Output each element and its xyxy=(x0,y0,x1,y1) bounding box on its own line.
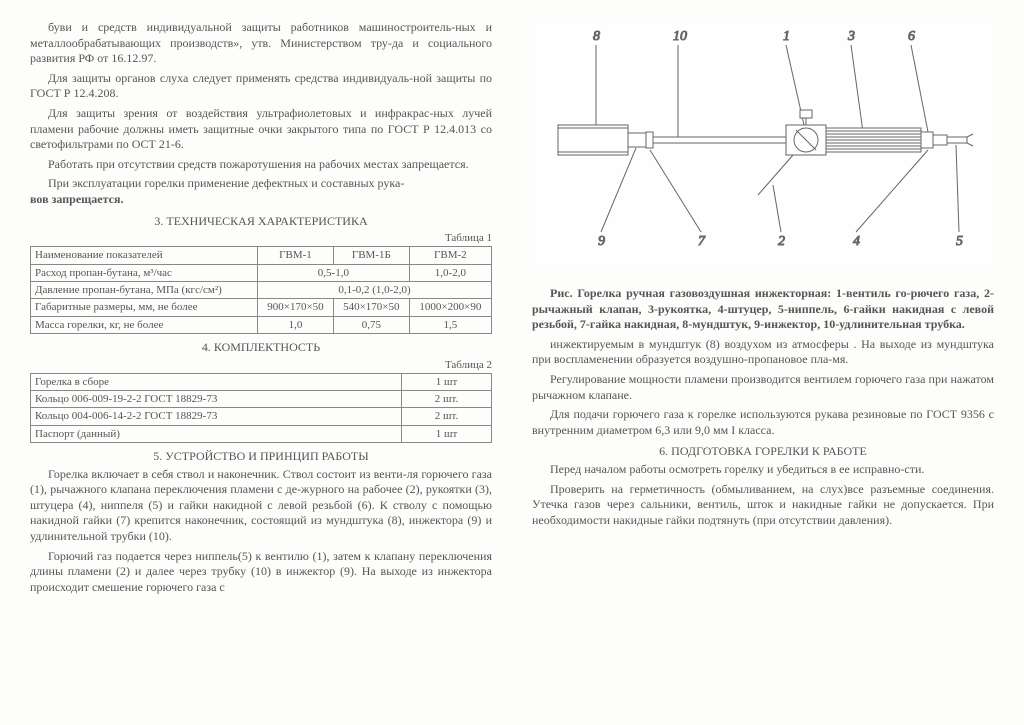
para-3: Для защиты зрения от воздействия ультраф… xyxy=(30,106,492,153)
para-6: Горелка включает в себя ствол и наконечн… xyxy=(30,467,492,545)
para-5a: При эксплуатации горелки применение дефе… xyxy=(30,176,492,192)
diagram-label-8: 8 xyxy=(593,29,600,44)
table-row: Расход пропан-бутана, м³/час 0,5-1,0 1,0… xyxy=(31,264,492,281)
heading-device: 5. УСТРОЙСТВО И ПРИНЦИП РАБОТЫ xyxy=(30,449,492,465)
diagram-label-4: 4 xyxy=(853,234,860,249)
torch-diagram: 8 10 1 3 6 xyxy=(532,20,994,270)
para-7: Горючий газ подается через ниппель(5) к … xyxy=(30,549,492,596)
heading-prep: 6. ПОДГОТОВКА ГОРЕЛКИ К РАБОТЕ xyxy=(532,444,994,460)
diagram-label-1: 1 xyxy=(783,29,790,44)
heading-kit: 4. КОМПЛЕКТНОСТЬ xyxy=(30,340,492,356)
diagram-label-2: 2 xyxy=(778,234,785,249)
para-r3: Для подачи горючего газа к горелке испол… xyxy=(532,407,994,438)
para-r4: Перед началом работы осмотреть горелку и… xyxy=(532,462,994,478)
para-5b: вов запрещается. xyxy=(30,192,492,208)
para-r2: Регулирование мощности пламени производи… xyxy=(532,372,994,403)
table-row: Масса горелки, кг, не более 1,0 0,75 1,5 xyxy=(31,316,492,333)
diagram-label-6: 6 xyxy=(908,29,915,44)
right-column: 8 10 1 3 6 xyxy=(532,20,994,705)
table-row: Паспорт (данный)1 шт xyxy=(31,425,492,442)
figure-caption: Рис. Горелка ручная газовоздушная инжект… xyxy=(532,286,994,333)
para-4: Работать при отсутствии средств пожароту… xyxy=(30,157,492,173)
para-r1: инжектируемым в мундштук (8) воздухом из… xyxy=(532,337,994,368)
diagram-label-5: 5 xyxy=(956,234,963,249)
left-column: буви и средств индивидуальной защиты раб… xyxy=(30,20,492,705)
para-1: буви и средств индивидуальной защиты раб… xyxy=(30,20,492,67)
diagram-label-7: 7 xyxy=(698,234,706,249)
para-r5: Проверить на герметичность (обмыливанием… xyxy=(532,482,994,529)
table-kit: Горелка в сборе1 шт Кольцо 006-009-19-2-… xyxy=(30,373,492,443)
diagram-label-9: 9 xyxy=(598,234,605,249)
diagram-label-10: 10 xyxy=(673,29,687,44)
table-row: Давление пропан-бутана, МПа (кгс/см²) 0,… xyxy=(31,282,492,299)
table-row: Наименование показателей ГВМ-1 ГВМ-1Б ГВ… xyxy=(31,247,492,264)
table2-label: Таблица 2 xyxy=(30,358,492,372)
table-row: Кольцо 004-006-14-2-2 ГОСТ 18829-732 шт. xyxy=(31,408,492,425)
table-row: Кольцо 006-009-19-2-2 ГОСТ 18829-732 шт. xyxy=(31,391,492,408)
table1-label: Таблица 1 xyxy=(30,231,492,245)
para-2: Для защиты органов слуха следует применя… xyxy=(30,71,492,102)
table-row: Габаритные размеры, мм, не более 900×170… xyxy=(31,299,492,316)
diagram-label-3: 3 xyxy=(847,29,855,44)
table-tech-spec: Наименование показателей ГВМ-1 ГВМ-1Б ГВ… xyxy=(30,246,492,333)
heading-tech: 3. ТЕХНИЧЕСКАЯ ХАРАКТЕРИСТИКА xyxy=(30,214,492,230)
table-row: Горелка в сборе1 шт xyxy=(31,373,492,390)
